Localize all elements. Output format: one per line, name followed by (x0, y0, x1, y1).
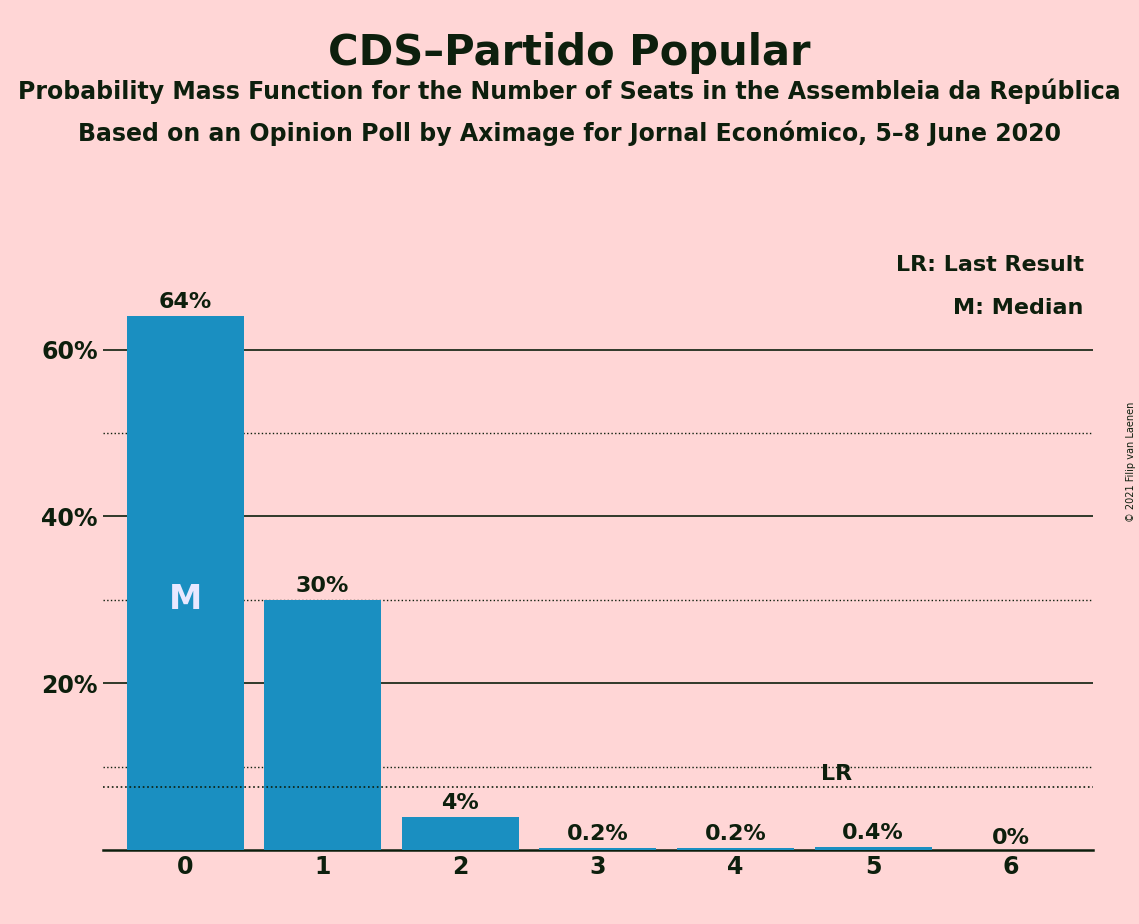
Text: 30%: 30% (296, 576, 350, 596)
Bar (126, 316, 244, 850)
Bar (814, 846, 932, 850)
Text: © 2021 Filip van Laenen: © 2021 Filip van Laenen (1126, 402, 1136, 522)
Text: 0.2%: 0.2% (705, 824, 767, 845)
Text: 0.2%: 0.2% (567, 824, 629, 845)
Text: LR: Last Result: LR: Last Result (895, 255, 1083, 275)
Text: Based on an Opinion Poll by Aximage for Jornal Económico, 5–8 June 2020: Based on an Opinion Poll by Aximage for … (77, 120, 1062, 146)
Bar (402, 817, 519, 850)
Text: M: M (169, 583, 202, 616)
Text: 0.4%: 0.4% (843, 822, 904, 843)
Bar (540, 848, 656, 850)
Text: LR: LR (821, 764, 853, 784)
Bar (264, 600, 382, 850)
Text: 0%: 0% (992, 828, 1030, 847)
Text: CDS–Partido Popular: CDS–Partido Popular (328, 32, 811, 74)
Bar (677, 848, 794, 850)
Text: Probability Mass Function for the Number of Seats in the Assembleia da República: Probability Mass Function for the Number… (18, 79, 1121, 104)
Text: 64%: 64% (158, 292, 212, 312)
Text: M: Median: M: Median (953, 298, 1083, 318)
Text: 4%: 4% (442, 793, 480, 812)
